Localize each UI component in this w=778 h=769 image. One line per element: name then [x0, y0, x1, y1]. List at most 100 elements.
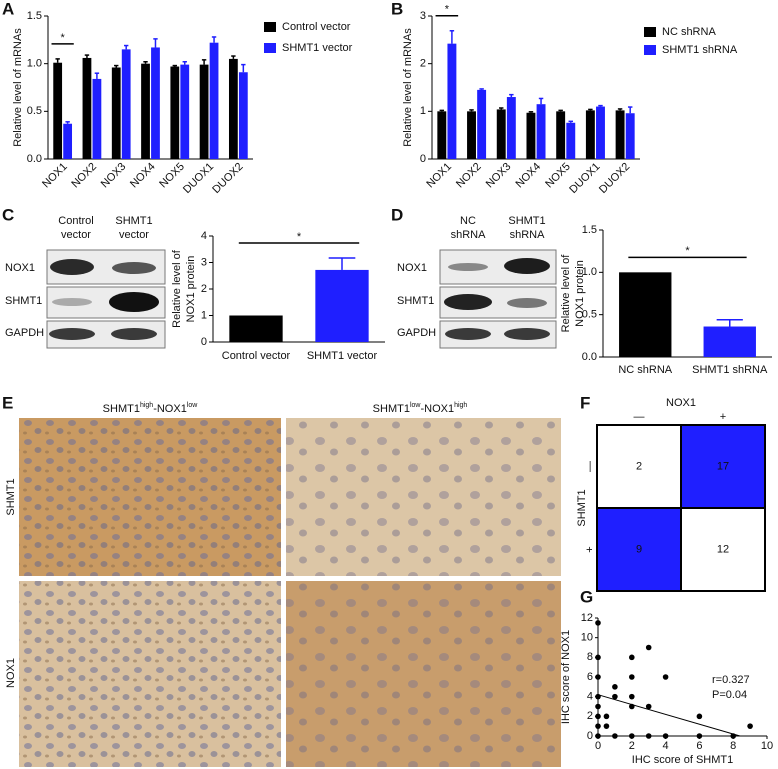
legend-label: SHMT1 shRNA [662, 44, 738, 56]
panel-label: C [2, 205, 14, 224]
row-label: + [584, 546, 596, 552]
y-tick-label: 0.0 [582, 351, 597, 363]
blot-row-label: GAPDH [5, 327, 44, 339]
point [595, 674, 601, 680]
point [629, 694, 635, 700]
bar [616, 110, 625, 159]
blot-header: shRNA [451, 229, 487, 241]
point [612, 733, 618, 739]
point [646, 645, 652, 651]
y-tick-label: 1 [420, 105, 426, 117]
legend-label: NC shRNA [662, 26, 716, 38]
point [663, 674, 669, 680]
column-label: + [720, 411, 726, 423]
x-tick-label: DUOX1 [181, 161, 216, 196]
legend-swatch [264, 22, 276, 32]
y-tick-label: 1.5 [582, 224, 597, 236]
x-tick-label: 8 [730, 740, 736, 752]
significance-label: * [445, 4, 450, 16]
blot-header: SHMT1 [508, 215, 545, 227]
y-tick-label: 0 [201, 336, 207, 348]
x-tick-label: DUOX2 [597, 161, 632, 196]
y-axis-label: Relative level of [171, 249, 183, 328]
point [747, 723, 753, 729]
y-tick-label: 8 [587, 651, 593, 663]
blot-header: SHMT1 [115, 215, 152, 227]
y-tick-label: 2 [201, 283, 207, 295]
column-label: — [634, 411, 645, 423]
y-tick-label: 1.0 [27, 58, 42, 70]
y-tick-label: 0 [587, 730, 593, 742]
ihc-panel: SHMT1high-NOX1low SHMT1low-NOX1high SHMT… [5, 402, 561, 767]
table-title: NOX1 [666, 397, 696, 409]
point [629, 733, 635, 739]
legend-swatch [264, 43, 276, 53]
row-label: — [584, 461, 596, 472]
bar [704, 327, 756, 357]
point [595, 620, 601, 626]
annotation: P=0.04 [712, 689, 747, 701]
bar [586, 110, 595, 159]
bar [63, 124, 72, 159]
x-axis-label: IHC score of SHMT1 [632, 754, 733, 766]
ihc-row-label: SHMT1 [5, 478, 17, 515]
point [595, 733, 601, 739]
bar [112, 67, 121, 159]
y-tick-label: 1.5 [27, 10, 42, 22]
point [697, 714, 703, 720]
legend-label: Control vector [282, 21, 351, 33]
bar [477, 90, 486, 159]
x-tick-label: DUOX2 [210, 161, 245, 196]
bar [437, 111, 446, 159]
y-tick-label: 0.5 [27, 105, 42, 117]
point [697, 733, 703, 739]
panel-label: F [580, 393, 590, 412]
y-axis-label: NOX1 protein [185, 256, 197, 323]
point [629, 674, 635, 680]
bar [537, 104, 546, 159]
point [604, 714, 610, 720]
bar [200, 65, 209, 159]
x-tick-label: NOX3 [484, 161, 514, 191]
bar [229, 316, 282, 343]
y-tick-label: 2 [587, 710, 593, 722]
bar [467, 111, 476, 159]
point [595, 655, 601, 661]
y-tick-label: 10 [581, 632, 593, 644]
y-tick-label: 0.0 [27, 153, 42, 165]
x-tick-label: NOX1 [424, 161, 454, 191]
y-tick-label: 1 [201, 309, 207, 321]
bar [507, 97, 516, 159]
blot-row-label: GAPDH [397, 327, 436, 339]
bar [170, 67, 179, 159]
y-tick-label: 4 [587, 691, 593, 703]
x-tick-label: SHMT1 shRNA [692, 364, 768, 376]
blot-row-label: SHMT1 [5, 295, 42, 307]
ihc-row-label: NOX1 [5, 658, 17, 688]
legend-swatch [644, 45, 656, 55]
bar [180, 65, 189, 159]
x-tick-label: NOX4 [128, 161, 158, 191]
cell-value: 9 [636, 543, 642, 555]
bar [151, 47, 160, 159]
panel-label: G [580, 587, 593, 606]
bar [596, 107, 605, 159]
y-tick-label: 3 [201, 256, 207, 268]
bar [526, 113, 535, 159]
bar [83, 58, 92, 159]
y-tick-label: 0 [420, 153, 426, 165]
bar [53, 63, 62, 159]
bar [229, 59, 238, 159]
point [612, 684, 618, 690]
cell-value: 17 [717, 460, 729, 472]
x-tick-label: DUOX1 [567, 161, 602, 196]
cell-value: 2 [636, 460, 642, 472]
bar [239, 72, 248, 159]
bar [141, 64, 150, 159]
point [595, 704, 601, 710]
y-axis-label: Relative level of mRNAs [12, 28, 24, 147]
annotation: r=0.327 [712, 674, 750, 686]
y-axis-label: NOX1 protein [574, 260, 586, 327]
point [646, 733, 652, 739]
point [595, 714, 601, 720]
